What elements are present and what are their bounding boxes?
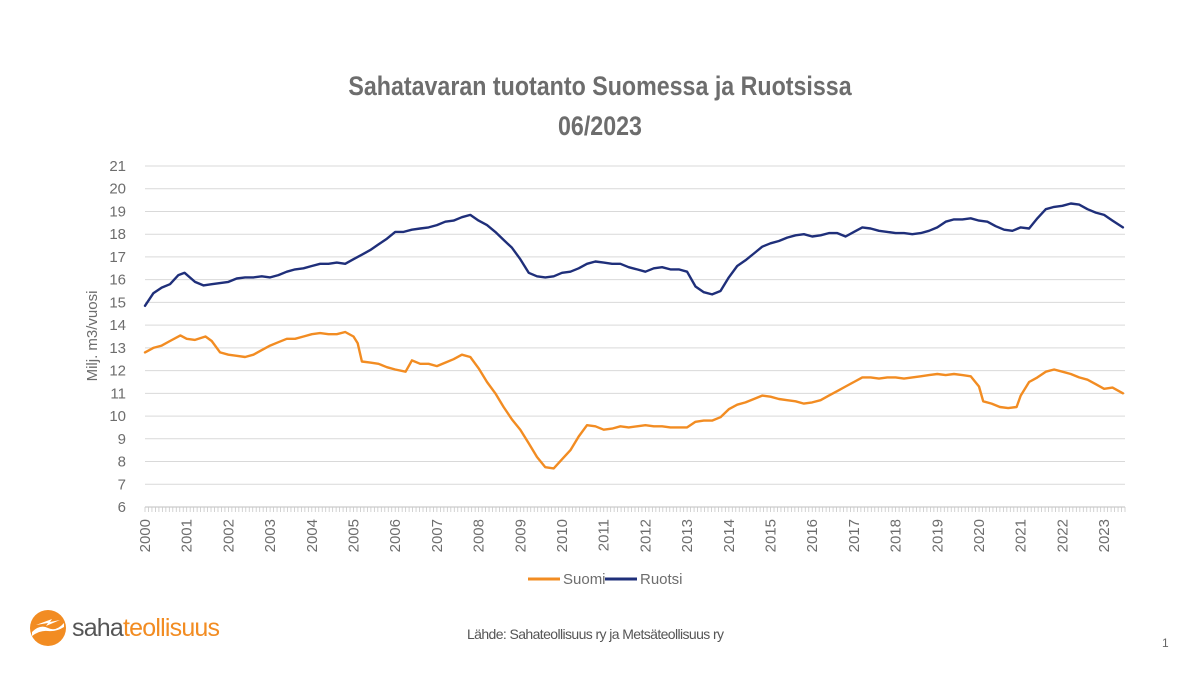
x-tick-label: 2004 (304, 519, 321, 552)
x-tick-label: 2016 (804, 519, 821, 552)
chart-title-line1: Sahatavaran tuotanto Suomessa ja Ruotsis… (348, 71, 852, 101)
x-tick-label: 2019 (929, 519, 946, 552)
logo-part-teollisuus: teollisuus (123, 614, 220, 642)
legend-suomi-label: Suomi (563, 571, 606, 588)
y-tick-label: 16 (109, 272, 126, 289)
y-tick-label: 6 (118, 499, 126, 516)
y-tick-label: 20 (109, 181, 126, 198)
x-tick-label: 2011 (596, 519, 613, 551)
y-axis-ticks: 6 7 8 9 10 11 12 13 14 15 16 17 18 19 20 21 (109, 158, 126, 516)
x-axis: 2000 2001 2002 2003 2004 2005 2006 2007 2008 2009… (137, 506, 1126, 552)
x-tick-label: 2018 (888, 519, 905, 552)
x-tick-label: 2015 (763, 519, 780, 552)
y-tick-label: 7 (118, 476, 126, 493)
x-tick-label: 2008 (471, 519, 488, 552)
y-tick-label: 19 (109, 203, 126, 220)
x-tick-label: 2010 (554, 519, 571, 552)
source-note: Lähde: Sahateollisuus ry ja Metsäteollis… (467, 626, 724, 642)
x-tick-label: 2002 (220, 519, 237, 552)
x-tick-label: 2017 (846, 519, 863, 552)
series-lines (143, 202, 1125, 470)
x-tick-label: 2005 (346, 519, 363, 552)
logo-part-saha: saha (72, 614, 124, 642)
x-tick-label: 2014 (721, 519, 738, 552)
x-tick-label: 2007 (429, 519, 446, 552)
y-tick-label: 11 (110, 385, 126, 402)
x-tick-label: 2021 (1013, 519, 1030, 552)
sahateollisuus-logo: sahateollisuus (28, 606, 220, 650)
chart-title: Sahatavaran tuotanto Suomessa ja Ruotsis… (84, 66, 1116, 146)
saw-blade-logo-icon (30, 610, 66, 646)
x-tick-label: 2009 (512, 519, 529, 552)
series-line-suomi (143, 330, 1125, 470)
y-tick-label: 8 (118, 454, 126, 471)
y-tick-label: 17 (109, 249, 126, 266)
y-tick-label: 9 (118, 431, 126, 448)
y-tick-label: 10 (109, 408, 126, 425)
logo-wordmark: sahateollisuus (72, 608, 220, 648)
legend: Suomi Ruotsi (528, 571, 683, 588)
y-tick-label: 12 (109, 363, 126, 380)
x-tick-label: 2022 (1054, 519, 1071, 552)
x-tick-label: 2001 (179, 519, 196, 552)
chart-title-line2: 06/2023 (558, 111, 642, 141)
x-tick-label: 2003 (262, 519, 279, 552)
x-tick-label: 2012 (637, 519, 654, 552)
legend-ruotsi-label: Ruotsi (640, 571, 683, 588)
gridlines (145, 165, 1125, 508)
x-tick-label: 2020 (971, 519, 988, 552)
y-tick-label: 15 (109, 294, 126, 311)
y-tick-label: 21 (109, 158, 126, 175)
page-number: 1 (1162, 636, 1169, 650)
x-tick-label: 2013 (679, 519, 696, 552)
y-tick-label: 13 (109, 340, 126, 357)
series-line-ruotsi (143, 202, 1125, 307)
x-tick-label: 2000 (137, 519, 154, 552)
y-tick-label: 18 (109, 226, 126, 243)
y-axis-label: Milj. m3/vuosi (84, 291, 101, 382)
y-tick-label: 14 (109, 317, 126, 334)
x-tick-label: 2006 (387, 519, 404, 552)
x-tick-label: 2023 (1096, 519, 1113, 552)
